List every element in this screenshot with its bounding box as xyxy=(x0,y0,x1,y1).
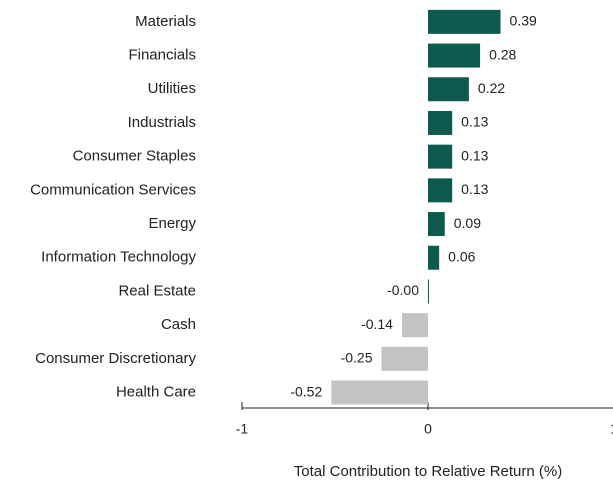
bar xyxy=(428,144,453,169)
value-label: 0.13 xyxy=(461,147,488,163)
bar xyxy=(381,346,428,371)
category-label: Consumer Staples xyxy=(73,148,196,165)
category-label: Health Care xyxy=(116,384,196,401)
bar xyxy=(428,279,429,304)
value-label: -0.25 xyxy=(341,350,373,366)
value-label: -0.14 xyxy=(361,316,393,332)
bar xyxy=(428,212,445,237)
category-label: Cash xyxy=(161,316,196,333)
value-label: 0.13 xyxy=(461,181,488,197)
value-label: 0.06 xyxy=(448,248,475,264)
category-label: Communication Services xyxy=(30,181,196,198)
bar xyxy=(401,313,428,338)
category-label: Consumer Discretionary xyxy=(35,350,196,367)
category-label: Industrials xyxy=(128,114,196,131)
value-label: 0.09 xyxy=(454,215,481,231)
bar xyxy=(331,380,428,405)
value-label: 0.39 xyxy=(510,13,537,29)
category-label: Real Estate xyxy=(118,282,196,299)
x-tick-label: -1 xyxy=(236,421,249,437)
bar xyxy=(428,110,453,135)
category-label: Financials xyxy=(128,47,196,64)
x-tick-label: 1 xyxy=(610,421,613,437)
value-label: -0.00 xyxy=(387,282,419,298)
bar xyxy=(428,77,469,102)
category-label: Utilities xyxy=(148,80,196,97)
value-label: 0.22 xyxy=(478,80,505,96)
bar xyxy=(428,245,440,270)
category-label: Energy xyxy=(148,215,196,232)
category-label: Information Technology xyxy=(41,249,196,266)
value-label: -0.52 xyxy=(290,383,322,399)
x-axis-title: Total Contribution to Relative Return (%… xyxy=(294,463,562,480)
x-tick-label: 0 xyxy=(424,421,432,437)
bar xyxy=(428,178,453,203)
value-label: 0.28 xyxy=(489,46,516,62)
category-label: Materials xyxy=(135,13,196,30)
bar xyxy=(428,9,501,34)
value-label: 0.13 xyxy=(461,114,488,130)
bar xyxy=(428,43,481,68)
